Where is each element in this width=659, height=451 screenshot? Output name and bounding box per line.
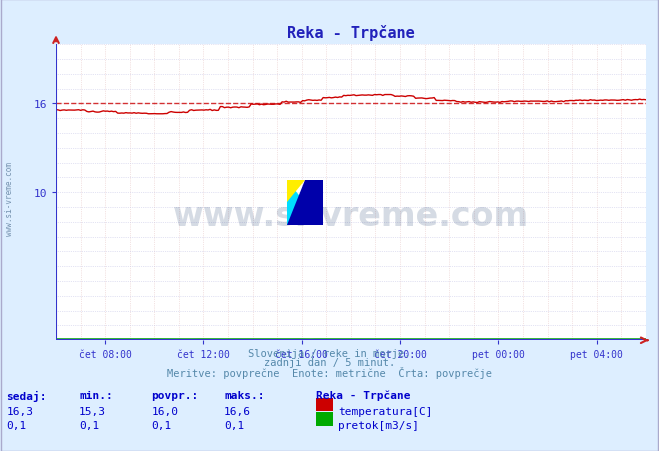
- Polygon shape: [287, 180, 323, 226]
- Title: Reka - Trpčane: Reka - Trpčane: [287, 25, 415, 41]
- Text: www.si-vreme.com: www.si-vreme.com: [5, 161, 14, 235]
- Polygon shape: [287, 180, 304, 203]
- Text: 16,3: 16,3: [7, 406, 34, 416]
- Text: Slovenija / reke in morje.: Slovenija / reke in morje.: [248, 348, 411, 358]
- Text: Meritve: povprečne  Enote: metrične  Črta: povprečje: Meritve: povprečne Enote: metrične Črta:…: [167, 366, 492, 378]
- Text: 0,1: 0,1: [7, 420, 27, 430]
- Text: maks.:: maks.:: [224, 390, 264, 400]
- Text: 16,0: 16,0: [152, 406, 179, 416]
- Text: sedaj:: sedaj:: [7, 390, 47, 401]
- Text: min.:: min.:: [79, 390, 113, 400]
- Text: www.si-vreme.com: www.si-vreme.com: [173, 200, 529, 233]
- Text: 0,1: 0,1: [79, 420, 100, 430]
- Polygon shape: [287, 180, 323, 226]
- Text: 0,1: 0,1: [224, 420, 244, 430]
- Text: pretok[m3/s]: pretok[m3/s]: [338, 420, 419, 430]
- Text: povpr.:: povpr.:: [152, 390, 199, 400]
- Text: temperatura[C]: temperatura[C]: [338, 406, 432, 416]
- Text: 15,3: 15,3: [79, 406, 106, 416]
- Text: 16,6: 16,6: [224, 406, 251, 416]
- Text: zadnji dan / 5 minut.: zadnji dan / 5 minut.: [264, 357, 395, 367]
- Text: 0,1: 0,1: [152, 420, 172, 430]
- Text: Reka - Trpčane: Reka - Trpčane: [316, 390, 411, 400]
